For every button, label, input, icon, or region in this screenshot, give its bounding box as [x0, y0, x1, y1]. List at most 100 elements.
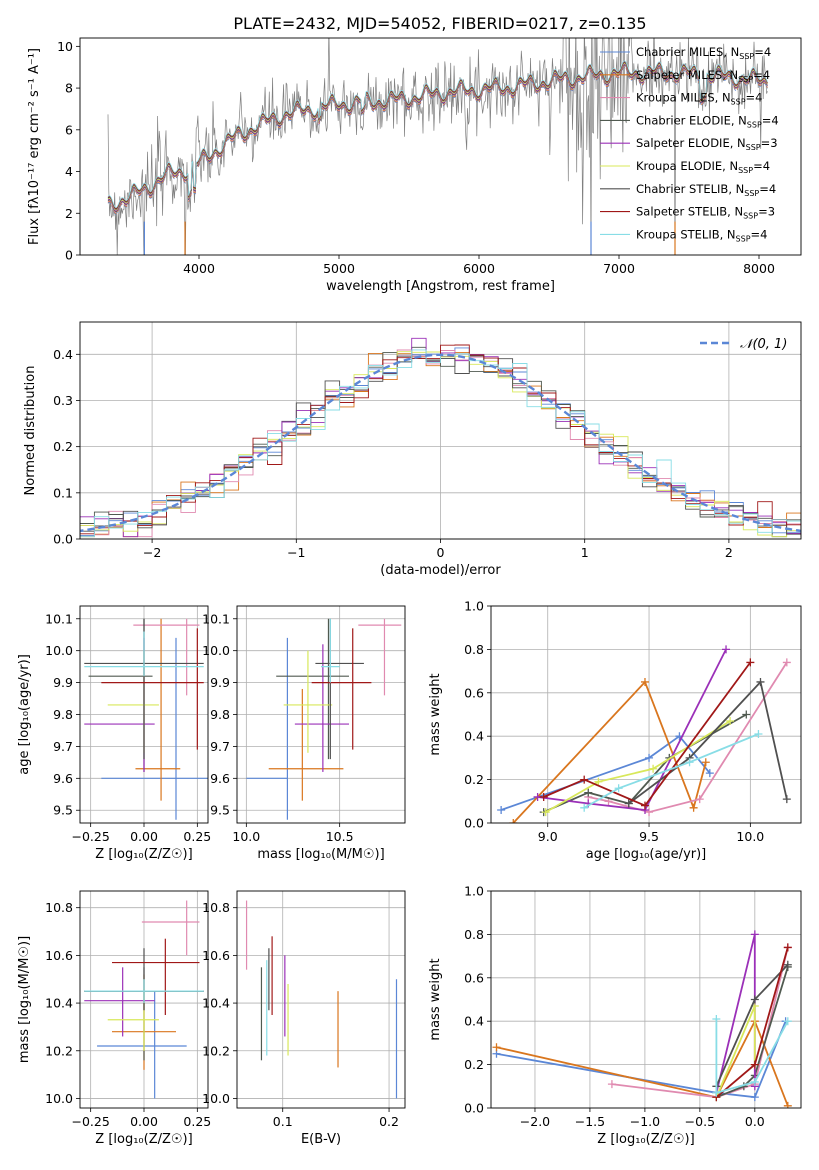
- plus-marker: [750, 995, 759, 1004]
- x-tick-label: −1: [287, 545, 305, 560]
- x-axis-label: Z [log₁₀(Z/Z☉)]: [95, 1132, 192, 1147]
- histogram-8: [80, 349, 801, 538]
- x-tick-label: −0.5: [685, 1114, 715, 1129]
- plus-marker: [701, 758, 710, 767]
- y-tick-label: 9.6: [210, 771, 230, 786]
- plus-marker: [754, 730, 763, 739]
- x-axis-label: wavelength [Angstrom, rest frame]: [326, 279, 555, 294]
- panel-mass_vs_Z: −0.25 0.00 0.25 10.0 10.2 10.4 10.6 10.8 Z [log₁…: [17, 890, 211, 1147]
- plus-marker: [783, 943, 792, 952]
- legend-label: 𝒩(0, 1): [740, 337, 787, 352]
- y-tick-label: 0.6: [464, 970, 484, 985]
- residual-legend: 𝒩(0, 1): [700, 337, 787, 352]
- error-bars: [84, 900, 204, 1099]
- y-tick-label: 0.2: [464, 772, 484, 787]
- y-tick-label: 6: [65, 122, 73, 137]
- x-tick-label: 10.0: [232, 829, 260, 844]
- histograms: [80, 337, 801, 538]
- y-tick-label: 0.2: [53, 439, 73, 454]
- legend-label: Kroupa MILES, NSSP=4: [636, 91, 762, 107]
- y-axis-label: mass weight: [428, 958, 443, 1040]
- x-tick-label: 7000: [603, 261, 635, 276]
- y-tick-label: 9.9: [210, 675, 230, 690]
- y-tick-label: 9.6: [53, 771, 73, 786]
- y-tick-label: 10.0: [202, 1091, 230, 1106]
- y-tick-label: 2: [65, 206, 73, 221]
- y-tick-label: 0.8: [464, 927, 484, 942]
- axes-frame: [79, 37, 802, 256]
- y-tick-label: 9.5: [53, 803, 73, 818]
- y-tick-label: 0: [65, 248, 73, 263]
- legend-label: Chabrier MILES, NSSP=4: [636, 45, 771, 61]
- x-tick-label: 6000: [463, 261, 495, 276]
- y-axis-label: mass weight: [428, 673, 443, 755]
- plus-marker: [750, 1060, 759, 1069]
- x-tick-label: −0.25: [72, 1114, 110, 1129]
- error-bars: [84, 618, 208, 820]
- weight-lines: [497, 645, 791, 823]
- panel-mass_vs_ebv: 0.1 0.2 10.0 10.2 10.4 10.6 10.8 E(B-V): [202, 890, 406, 1147]
- plus-marker: [750, 1093, 759, 1102]
- y-tick-label: 9.7: [210, 739, 230, 754]
- plus-marker: [705, 769, 714, 778]
- error-bars: [246, 618, 402, 820]
- spectrum-legend: Chabrier MILES, NSSP=4 Salpeter MILES, NS…: [600, 45, 779, 243]
- weight-series-8: [715, 1019, 789, 1094]
- x-tick-label: 0.00: [130, 829, 158, 844]
- y-tick-label: 1.0: [464, 599, 484, 614]
- plus-marker: [689, 803, 698, 812]
- plus-marker: [509, 819, 518, 823]
- plus-marker: [746, 658, 755, 667]
- plus-marker: [594, 777, 603, 786]
- plus-marker: [614, 784, 623, 793]
- plus-marker: [492, 1043, 501, 1052]
- model-spectrum-1: [107, 66, 768, 214]
- weight-series-4: [537, 648, 727, 811]
- weight-series-1: [496, 1018, 789, 1107]
- x-tick-label: 9.0: [538, 829, 558, 844]
- weight-series-3: [716, 966, 789, 1099]
- y-tick-label: 9.8: [210, 707, 230, 722]
- y-tick-label: 10.0: [202, 643, 230, 658]
- normal-curve: [80, 353, 801, 533]
- y-tick-label: 9.9: [53, 675, 73, 690]
- x-tick-label: 0.0: [745, 1114, 765, 1129]
- y-tick-label: 10.8: [202, 900, 230, 915]
- plus-marker: [750, 1077, 759, 1086]
- y-tick-label: 0.6: [464, 685, 484, 700]
- x-tick-label: −0.25: [72, 829, 110, 844]
- legend-label: Salpeter STELIB, NSSP=3: [636, 205, 775, 221]
- spectrum-lines: [107, 38, 768, 255]
- weight-series-5: [545, 720, 731, 813]
- x-tick-label: 0.2: [379, 1114, 399, 1129]
- plus-marker: [695, 795, 704, 804]
- x-tick-label: −2: [143, 545, 161, 560]
- x-tick-label: 2: [725, 545, 733, 560]
- x-axis-label: mass [log₁₀(M/M☉)]: [257, 847, 384, 862]
- x-axis-label: E(B-V): [301, 1132, 341, 1147]
- weight-series-7: [543, 661, 752, 807]
- plus-marker: [712, 1015, 721, 1024]
- y-tick-label: 10.0: [45, 1091, 73, 1106]
- y-tick-label: 10.2: [202, 1043, 230, 1058]
- legend-label: Salpeter MILES, NSSP=4: [636, 68, 770, 84]
- y-axis-label: mass [log₁₀(M/M☉)]: [17, 936, 32, 1063]
- y-tick-label: 10.8: [45, 900, 73, 915]
- plus-marker: [645, 753, 654, 762]
- x-tick-label: 0.1: [273, 1114, 293, 1129]
- model-spectrum-0: [107, 67, 768, 215]
- weight-series-8: [583, 733, 759, 809]
- x-tick-label: 0.25: [183, 829, 211, 844]
- x-tick-label: −2.0: [520, 1114, 550, 1129]
- y-tick-label: 0.0: [464, 1101, 484, 1116]
- axes-frame: [79, 890, 209, 1109]
- plus-marker: [640, 801, 649, 810]
- plus-marker: [640, 677, 649, 686]
- y-tick-label: 9.5: [210, 803, 230, 818]
- plus-marker: [783, 960, 792, 969]
- weight-series-2: [611, 947, 789, 1099]
- x-tick-label: 10.5: [326, 829, 354, 844]
- plus-marker: [722, 645, 731, 654]
- x-tick-label: 5000: [323, 261, 355, 276]
